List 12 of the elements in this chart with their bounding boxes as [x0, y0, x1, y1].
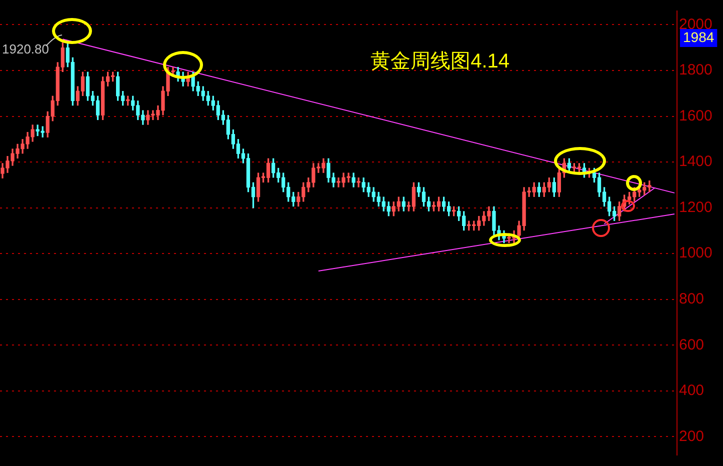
y-tick-label: 1400	[679, 153, 712, 170]
y-tick-label: 1000	[679, 244, 712, 262]
y-tick-label: 200	[679, 428, 704, 445]
y-tick-label: 600	[679, 336, 704, 354]
y-tick-label: 400	[679, 382, 704, 400]
annotation: 1920.80	[2, 42, 49, 57]
y-tick-label: 1600	[679, 107, 712, 124]
text: 1984	[683, 28, 714, 45]
y-tick-label: 1800	[679, 62, 712, 79]
text: 黄金周线图4.14	[370, 50, 510, 73]
y-tick-label: 1200	[679, 198, 712, 216]
y-tick-label: 800	[679, 290, 704, 308]
